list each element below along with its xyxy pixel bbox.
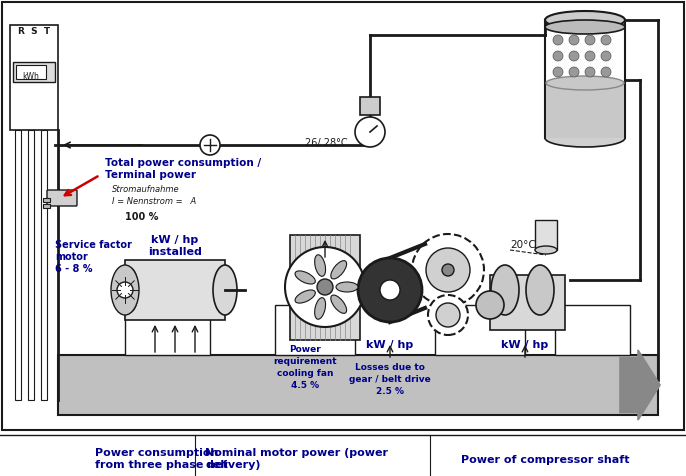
Text: kWh: kWh (23, 72, 39, 81)
Ellipse shape (122, 268, 138, 312)
Ellipse shape (546, 76, 624, 90)
Text: gear / belt drive: gear / belt drive (349, 375, 431, 384)
Ellipse shape (545, 20, 625, 34)
Bar (125, 260, 225, 320)
Bar (2, 2, 684, 430)
Ellipse shape (315, 255, 326, 277)
Text: Stromaufnahme: Stromaufnahme (112, 185, 180, 194)
Bar (275, 305, 355, 355)
Circle shape (436, 303, 460, 327)
Circle shape (553, 35, 563, 45)
Circle shape (569, 67, 579, 77)
Bar (490, 275, 565, 330)
Text: R  S  T: R S T (18, 27, 50, 36)
Bar (58, 355, 658, 415)
Bar (16, 65, 46, 79)
Ellipse shape (535, 246, 557, 254)
Text: Nominal motor power (power: Nominal motor power (power (205, 448, 388, 458)
Circle shape (569, 35, 579, 45)
Circle shape (553, 51, 563, 61)
Circle shape (426, 248, 470, 292)
Text: kW / hp: kW / hp (366, 340, 414, 350)
Circle shape (317, 279, 333, 295)
Circle shape (585, 67, 595, 77)
Bar (15, 130, 21, 400)
Text: motor: motor (55, 252, 88, 262)
Text: cooling fan: cooling fan (276, 369, 333, 378)
Text: Power of compressor shaft: Power of compressor shaft (461, 455, 629, 465)
Bar (546, 83, 624, 138)
Text: 26/ 28°C: 26/ 28°C (305, 138, 348, 148)
Circle shape (117, 282, 133, 298)
Bar (13, 62, 55, 82)
Ellipse shape (331, 295, 346, 313)
Bar (41, 130, 47, 400)
Bar (10, 25, 58, 130)
Circle shape (380, 280, 400, 300)
Circle shape (553, 67, 563, 77)
Circle shape (412, 234, 484, 306)
Bar (545, 20, 625, 138)
Text: kW / hp: kW / hp (501, 340, 549, 350)
Ellipse shape (545, 129, 625, 147)
Text: 6 - 8 %: 6 - 8 % (55, 264, 93, 274)
Circle shape (601, 67, 611, 77)
Bar (43, 204, 50, 208)
Text: 2.5 %: 2.5 % (376, 387, 404, 396)
Bar (360, 97, 380, 115)
Circle shape (200, 135, 220, 155)
Bar (28, 130, 34, 400)
Bar (58, 355, 658, 415)
Bar (535, 220, 557, 250)
Ellipse shape (491, 265, 519, 315)
Circle shape (585, 51, 595, 61)
Ellipse shape (315, 298, 326, 319)
Ellipse shape (526, 265, 554, 315)
Text: 20°C: 20°C (510, 240, 536, 250)
Text: Losses due to: Losses due to (355, 363, 425, 372)
Circle shape (285, 247, 365, 327)
Text: Power: Power (289, 345, 321, 354)
Text: Power consumption: Power consumption (95, 448, 218, 458)
Ellipse shape (295, 271, 316, 284)
Circle shape (358, 258, 422, 322)
Text: Terminal power: Terminal power (105, 170, 196, 180)
Text: Service factor: Service factor (55, 240, 132, 250)
Circle shape (442, 264, 454, 276)
Text: 4.5 %: 4.5 % (291, 381, 319, 390)
Text: from three phase net: from three phase net (95, 460, 228, 470)
Text: installed: installed (148, 247, 202, 257)
Ellipse shape (213, 265, 237, 315)
Circle shape (355, 117, 385, 147)
Bar (43, 198, 50, 202)
Circle shape (585, 35, 595, 45)
Bar (555, 305, 630, 355)
Bar (435, 305, 525, 355)
Circle shape (569, 51, 579, 61)
FancyBboxPatch shape (47, 190, 77, 206)
FancyArrow shape (620, 350, 660, 420)
Text: Total power consumption /: Total power consumption / (105, 158, 261, 168)
Text: I = Nennstrom =   A: I = Nennstrom = A (112, 197, 196, 206)
Ellipse shape (295, 290, 316, 303)
Ellipse shape (336, 282, 358, 292)
Text: delivery): delivery) (205, 460, 261, 470)
Bar (290, 235, 360, 340)
Ellipse shape (111, 265, 139, 315)
Circle shape (476, 291, 504, 319)
Circle shape (601, 35, 611, 45)
Bar (125, 305, 210, 355)
Text: requirement: requirement (273, 357, 337, 366)
Circle shape (601, 51, 611, 61)
Circle shape (428, 295, 468, 335)
Ellipse shape (545, 11, 625, 29)
Ellipse shape (331, 261, 346, 279)
Text: 100 %: 100 % (125, 212, 158, 222)
Text: kW / hp: kW / hp (152, 235, 199, 245)
